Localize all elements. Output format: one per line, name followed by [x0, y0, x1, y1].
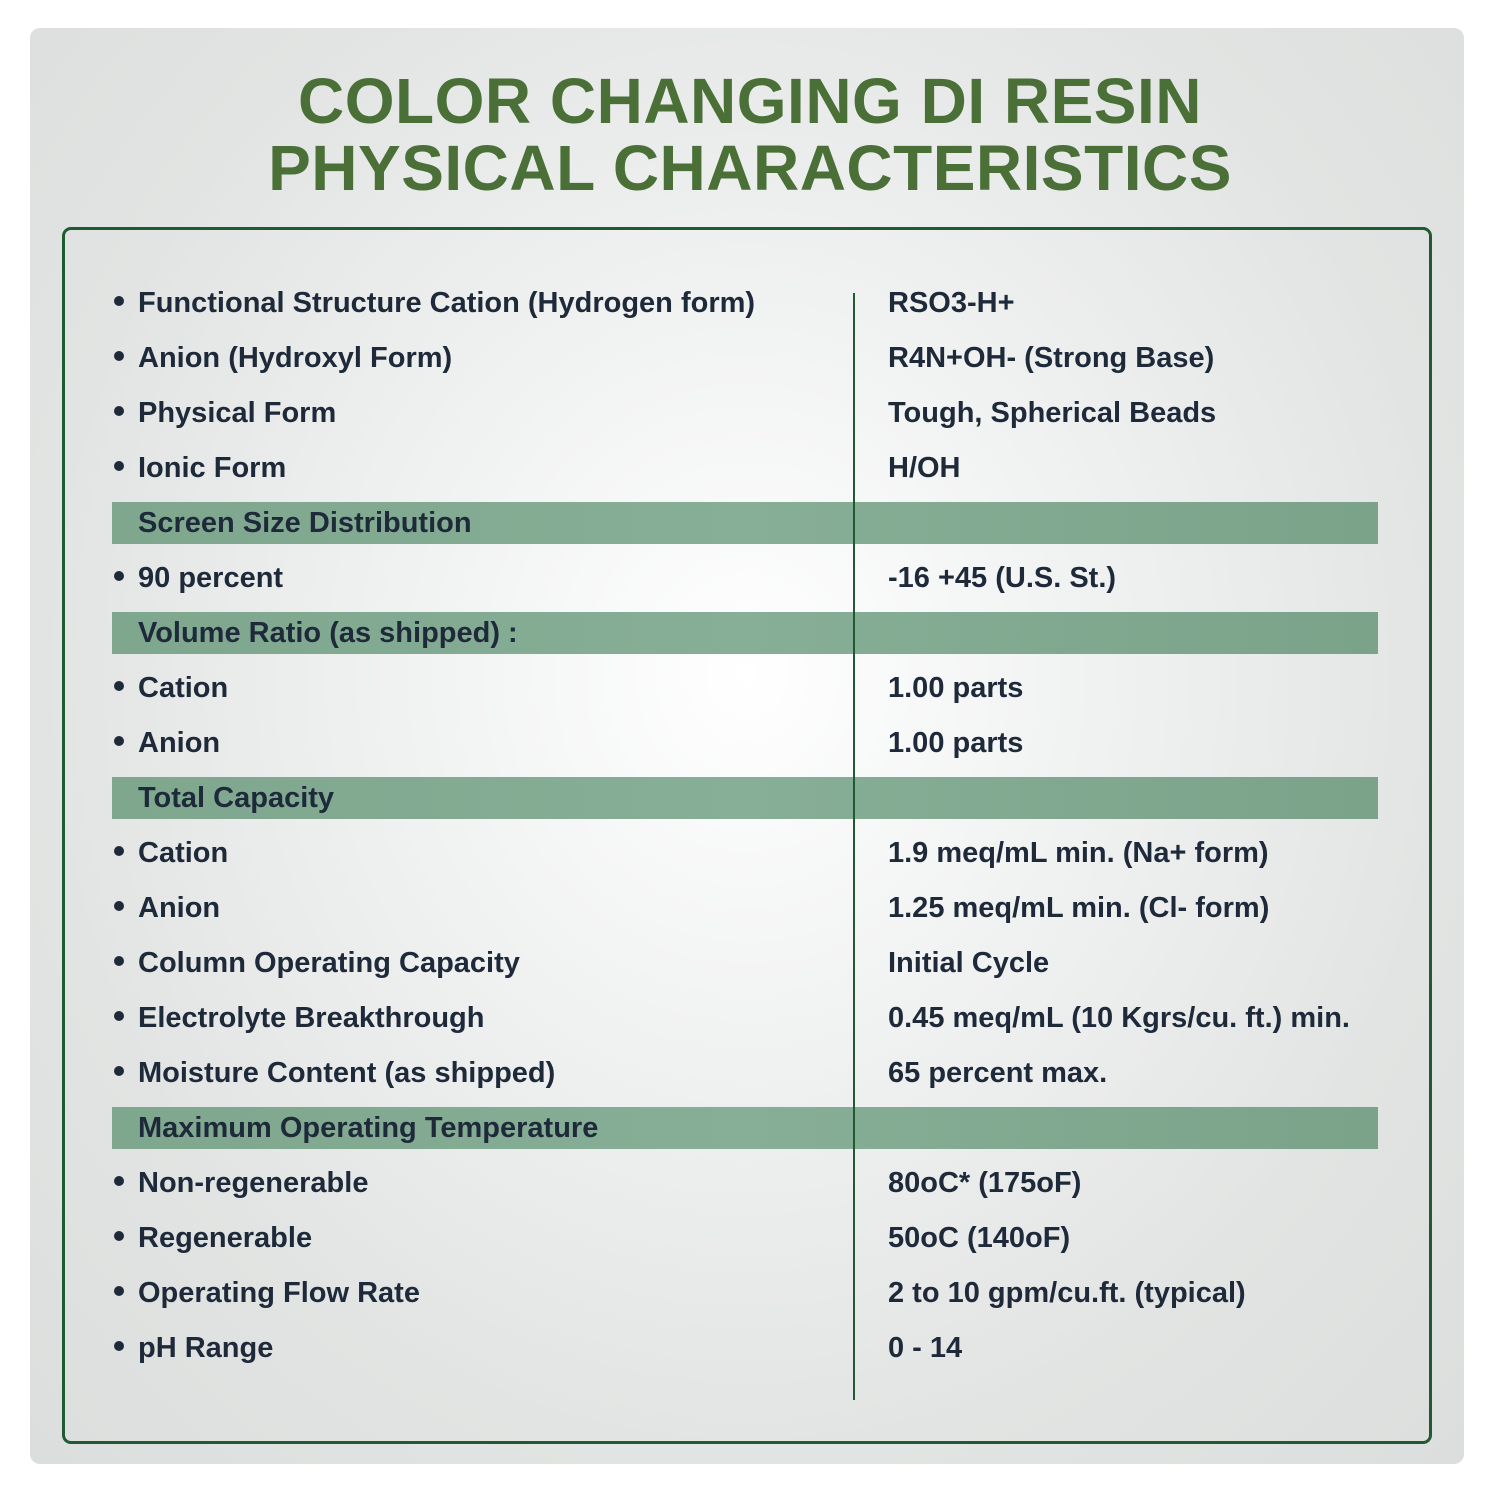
- section-header-band: [112, 777, 1378, 819]
- bullet-icon: [114, 1341, 124, 1351]
- bullet-icon: [114, 956, 124, 966]
- spec-value: 1.00 parts: [888, 672, 1024, 704]
- section-header-band: [112, 1107, 1378, 1149]
- spec-label: Anion: [138, 892, 221, 924]
- section-header-label: Volume Ratio (as shipped) :: [138, 617, 518, 649]
- spec-value: 2 to 10 gpm/cu.ft. (typical): [888, 1277, 1246, 1309]
- section-header-label: Total Capacity: [138, 782, 335, 814]
- spec-value: Tough, Spherical Beads: [888, 397, 1217, 429]
- spec-label: Ionic Form: [138, 452, 287, 484]
- bullet-icon: [114, 1176, 124, 1186]
- spec-label: Moisture Content (as shipped): [138, 1057, 556, 1089]
- bullet-icon: [114, 1011, 124, 1021]
- section-header-label: Maximum Operating Temperature: [138, 1112, 599, 1144]
- bullet-icon: [114, 461, 124, 471]
- spec-label: Physical Form: [138, 397, 337, 429]
- spec-label: Operating Flow Rate: [138, 1277, 420, 1309]
- bullet-icon: [114, 846, 124, 856]
- spec-table: [62, 227, 1432, 1444]
- bullet-icon: [114, 296, 124, 306]
- spec-value: Initial Cycle: [888, 947, 1050, 979]
- spec-value: 1.9 meq/mL min. (Na+ form): [888, 837, 1269, 869]
- spec-value: RSO3-H+: [888, 287, 1015, 319]
- spec-value: 1.25 meq/mL min. (Cl- form): [888, 892, 1270, 924]
- bullet-icon: [114, 681, 124, 691]
- spec-value: -16 +45 (U.S. St.): [888, 562, 1117, 594]
- spec-value: 50oC (140oF): [888, 1222, 1071, 1254]
- title-line-2: PHYSICAL CHARACTERISTICS: [268, 132, 1232, 204]
- spec-label: Cation: [138, 672, 229, 704]
- bullet-icon: [114, 1066, 124, 1076]
- spec-label: Column Operating Capacity: [138, 947, 520, 979]
- column-divider: [853, 293, 855, 1400]
- bullet-icon: [114, 1231, 124, 1241]
- bullet-icon: [114, 736, 124, 746]
- bullet-icon: [114, 351, 124, 361]
- spec-label: Anion: [138, 727, 221, 759]
- spec-label: Functional Structure Cation (Hydrogen fo…: [138, 287, 756, 319]
- spec-value: 65 percent max.: [888, 1057, 1108, 1089]
- spec-label: Anion (Hydroxyl Form): [138, 342, 453, 374]
- spec-value: 0.45 meq/mL (10 Kgrs/cu. ft.) min.: [888, 1002, 1350, 1034]
- spec-value: R4N+OH- (Strong Base): [888, 342, 1215, 374]
- infographic-card: [30, 28, 1464, 1464]
- spec-label: Regenerable: [138, 1222, 313, 1254]
- section-header-band: [112, 612, 1378, 654]
- spec-value: 0 - 14: [888, 1332, 963, 1364]
- section-header-band: [112, 502, 1378, 544]
- spec-value: 80oC* (175oF): [888, 1167, 1082, 1199]
- bullet-icon: [114, 406, 124, 416]
- bullet-icon: [114, 901, 124, 911]
- spec-label: 90 percent: [138, 562, 284, 594]
- spec-label: Cation: [138, 837, 229, 869]
- spec-label: Non-regenerable: [138, 1167, 369, 1199]
- bullet-icon: [114, 1286, 124, 1296]
- bullet-icon: [114, 571, 124, 581]
- section-header-label: Screen Size Distribution: [138, 507, 472, 539]
- spec-value: 1.00 parts: [888, 727, 1024, 759]
- title-line-1: COLOR CHANGING DI RESIN: [298, 65, 1202, 137]
- spec-label: pH Range: [138, 1332, 274, 1364]
- spec-label: Electrolyte Breakthrough: [138, 1002, 485, 1034]
- spec-value: H/OH: [888, 452, 961, 484]
